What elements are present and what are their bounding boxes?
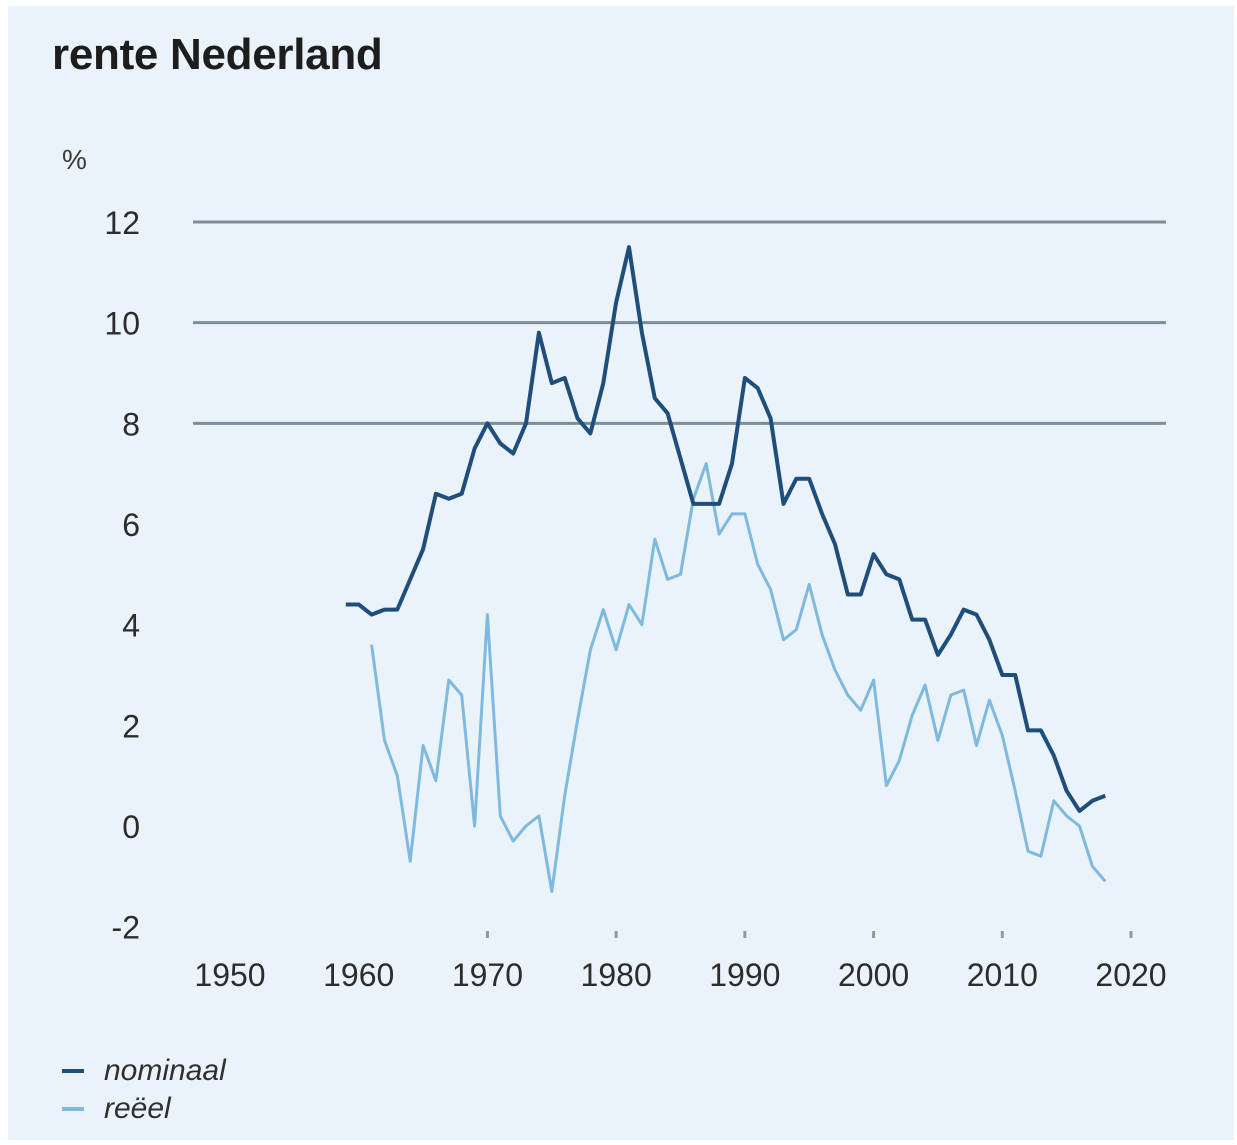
y-tick-label: 6 — [122, 507, 140, 543]
legend-item-nominaal: nominaal — [62, 1052, 226, 1090]
x-tick-label: 1980 — [581, 957, 652, 993]
legend-swatch-nominaal — [62, 1069, 84, 1073]
y-tick-label: 0 — [122, 809, 140, 845]
x-axis-ticks: 1950 1960 1970 1980 1990 2000 2010 2020 — [194, 931, 1167, 993]
y-tick-label: 4 — [122, 608, 140, 644]
legend-label-reeel: reëel — [104, 1092, 171, 1125]
legend-label-nominaal: nominaal — [104, 1054, 226, 1087]
y-tick-label: 2 — [122, 708, 140, 744]
y-tick-label: 10 — [104, 306, 140, 342]
y-axis-ticks: 12 10 8 6 4 2 0 -2 — [104, 205, 140, 946]
legend-item-reeel: reëel — [62, 1090, 226, 1128]
y-tick-label: 12 — [104, 205, 140, 241]
series-lines — [345, 245, 1107, 893]
x-tick-label: 2020 — [1095, 957, 1166, 993]
x-tick-label: 1960 — [323, 957, 394, 993]
series-line-nominaal — [345, 245, 1107, 813]
series-line-reeel — [370, 462, 1107, 893]
gridlines — [193, 220, 1166, 425]
y-axis-unit-label: % — [62, 144, 87, 175]
y-tick-label: -2 — [112, 910, 140, 946]
x-tick-label: 1970 — [452, 957, 523, 993]
chart-title: rente Nederland — [52, 30, 383, 79]
x-tick-label: 2010 — [967, 957, 1038, 993]
y-tick-label: 8 — [122, 406, 140, 442]
legend: nominaal reëel — [62, 1052, 226, 1128]
legend-swatch-reeel — [62, 1107, 84, 1111]
x-tick-label: 1950 — [194, 957, 265, 993]
x-tick-label: 2000 — [838, 957, 909, 993]
chart-panel — [8, 6, 1234, 1140]
x-tick-label: 1990 — [709, 957, 780, 993]
